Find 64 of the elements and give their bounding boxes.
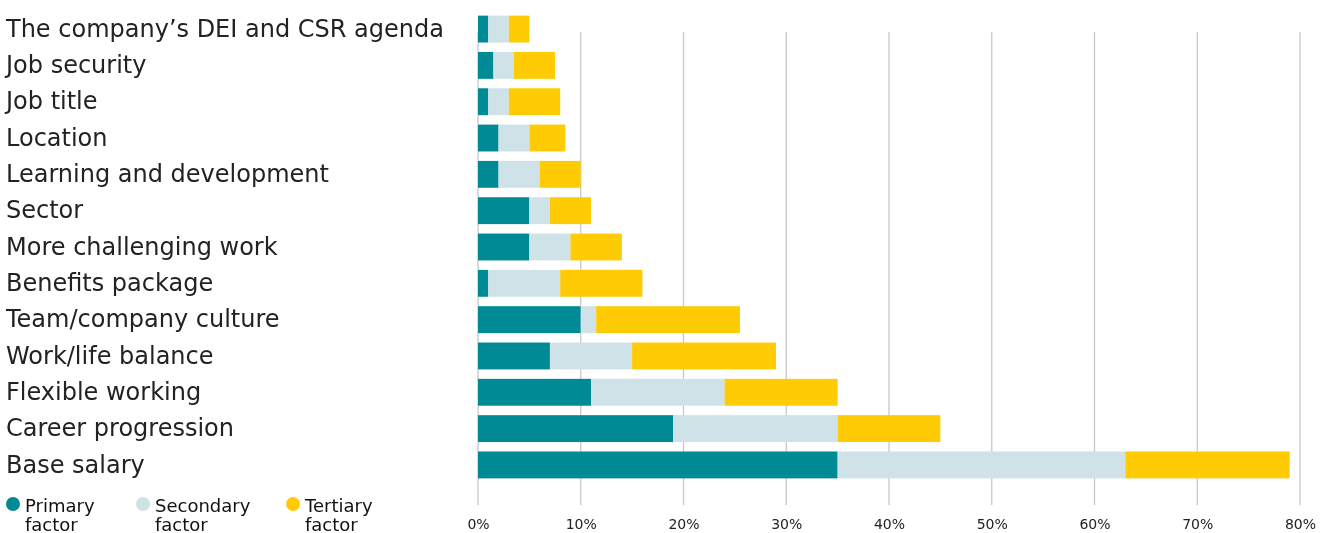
bar — [570, 233, 622, 261]
bar — [837, 415, 941, 443]
y-tick-label: Job title — [4, 87, 98, 116]
bar — [513, 51, 556, 79]
y-tick-label: Base salary — [6, 450, 145, 479]
bar — [508, 88, 561, 116]
bar — [478, 15, 489, 43]
x-tick-label: 40% — [873, 515, 906, 532]
bar — [508, 15, 530, 43]
bar — [539, 160, 581, 188]
bar — [498, 124, 530, 152]
bar — [478, 306, 581, 334]
bar — [488, 269, 561, 297]
y-tick-label: Location — [6, 123, 108, 152]
bar — [632, 342, 776, 370]
bar — [478, 451, 838, 479]
bar — [493, 51, 514, 79]
bar — [529, 124, 566, 152]
bar — [673, 415, 838, 443]
bar — [478, 124, 499, 152]
bar — [837, 451, 1126, 479]
bar — [478, 88, 489, 116]
x-tick-label: 10% — [565, 515, 597, 532]
bar — [724, 378, 838, 406]
y-tick-label: Career progression — [6, 414, 234, 443]
x-tick-label: 50% — [976, 515, 1008, 532]
y-tick-label: Job security — [4, 51, 147, 80]
x-tick-label: 0% — [467, 515, 490, 532]
bar — [478, 415, 674, 443]
legend-label: Tertiary factor — [304, 495, 373, 533]
bar — [1125, 451, 1290, 479]
y-tick-label: More challenging work — [6, 232, 278, 261]
y-tick-label: Flexible working — [6, 377, 202, 406]
bar — [529, 233, 571, 261]
legend-label: Secondary factor — [155, 495, 251, 533]
y-tick-label: The company’s DEI and CSR agenda — [5, 14, 444, 43]
bar — [560, 269, 643, 297]
bar — [478, 197, 530, 225]
bar — [529, 197, 550, 225]
x-tick-label: 30% — [771, 515, 803, 532]
legend-label: Primary factor — [25, 495, 95, 533]
x-tick-label: 60% — [1079, 515, 1111, 532]
bar — [478, 269, 489, 297]
bar — [596, 306, 741, 334]
y-tick-label: Team/company culture — [5, 305, 280, 334]
bar — [478, 160, 499, 188]
bar — [478, 233, 530, 261]
y-tick-label: Learning and development — [6, 160, 329, 189]
bar — [549, 197, 592, 225]
bar — [580, 306, 597, 334]
bar — [478, 378, 592, 406]
x-tick-label: 20% — [668, 515, 700, 532]
bar — [549, 342, 633, 370]
bar — [478, 51, 494, 79]
bar — [498, 160, 540, 188]
bar — [488, 15, 509, 43]
x-tick-label: 70% — [1182, 515, 1214, 532]
y-tick-label: Sector — [6, 196, 84, 225]
y-tick-label: Benefits package — [6, 269, 214, 297]
y-tick-label: Work/life balance — [6, 341, 214, 370]
x-tick-label: 80% — [1284, 515, 1317, 532]
bar — [591, 378, 725, 406]
bar — [478, 342, 550, 370]
bar — [488, 88, 509, 116]
